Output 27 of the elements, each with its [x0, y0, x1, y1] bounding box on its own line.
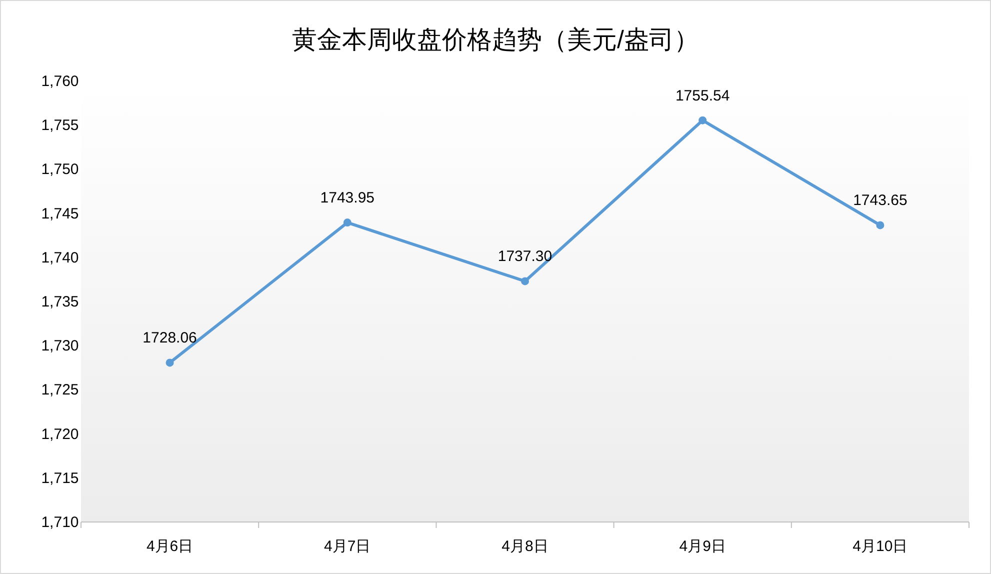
y-tick-label: 1,745 — [41, 205, 79, 222]
y-tick-label: 1,730 — [41, 338, 79, 355]
data-label: 1728.06 — [142, 330, 197, 347]
data-label: 1755.54 — [675, 87, 730, 104]
y-tick-label: 1,760 — [41, 73, 79, 90]
y-tick-label: 1,710 — [41, 514, 79, 531]
point — [521, 277, 529, 286]
y-tick-label: 1,750 — [41, 161, 79, 178]
x-tick-label: 4月9日 — [679, 538, 726, 555]
chart-title: 黄金本周收盘价格趋势（美元/盎司） — [292, 26, 699, 54]
data-label: 1737.30 — [498, 248, 552, 266]
y-tick-label: 1,715 — [41, 470, 79, 487]
y-tick-label: 1,725 — [41, 382, 79, 399]
y-tick-label: 1,720 — [41, 426, 79, 443]
x-tick-label: 4月8日 — [502, 538, 548, 555]
x-tick-label: 4月7日 — [324, 538, 371, 555]
x-tick-label: 4月10日 — [852, 538, 908, 555]
point — [876, 221, 884, 230]
point — [166, 358, 174, 367]
point — [343, 218, 352, 227]
x-tick-label: 4月6日 — [146, 538, 194, 555]
data-label: 1743.65 — [853, 192, 908, 210]
data-label: 1743.95 — [320, 190, 375, 207]
point — [698, 116, 707, 124]
y-tick-label: 1,740 — [41, 249, 79, 266]
y-tick-label: 1,735 — [41, 294, 79, 310]
y-tick-label: 1,755 — [41, 117, 79, 134]
